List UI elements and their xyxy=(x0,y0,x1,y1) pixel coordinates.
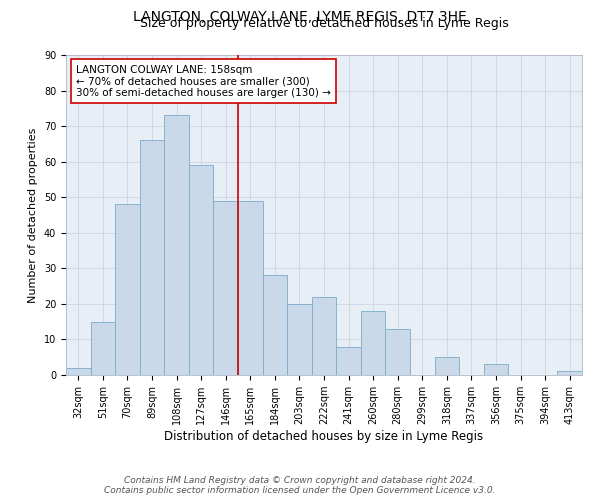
Bar xyxy=(287,304,312,375)
Bar xyxy=(336,346,361,375)
Y-axis label: Number of detached properties: Number of detached properties xyxy=(28,128,38,302)
Bar xyxy=(385,329,410,375)
Bar xyxy=(66,368,91,375)
Text: Contains HM Land Registry data © Crown copyright and database right 2024.
Contai: Contains HM Land Registry data © Crown c… xyxy=(104,476,496,495)
Bar xyxy=(361,311,385,375)
Bar xyxy=(263,276,287,375)
Bar xyxy=(434,357,459,375)
Bar xyxy=(164,116,189,375)
Bar xyxy=(115,204,140,375)
Bar xyxy=(557,372,582,375)
Bar xyxy=(140,140,164,375)
Title: Size of property relative to detached houses in Lyme Regis: Size of property relative to detached ho… xyxy=(140,17,508,30)
X-axis label: Distribution of detached houses by size in Lyme Regis: Distribution of detached houses by size … xyxy=(164,430,484,443)
Bar xyxy=(312,297,336,375)
Bar xyxy=(91,322,115,375)
Text: LANGTON COLWAY LANE: 158sqm
← 70% of detached houses are smaller (300)
30% of se: LANGTON COLWAY LANE: 158sqm ← 70% of det… xyxy=(76,64,331,98)
Bar xyxy=(238,201,263,375)
Text: LANGTON, COLWAY LANE, LYME REGIS, DT7 3HE: LANGTON, COLWAY LANE, LYME REGIS, DT7 3H… xyxy=(133,10,467,24)
Bar xyxy=(484,364,508,375)
Bar xyxy=(189,165,214,375)
Bar xyxy=(214,201,238,375)
